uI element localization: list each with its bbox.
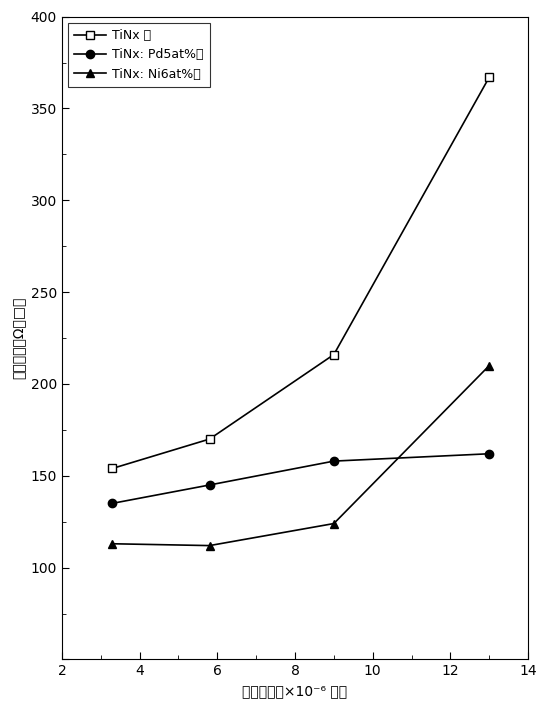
TiNx: Ni6at%膜: (5.8, 112): Ni6at%膜: (5.8, 112) <box>206 542 213 550</box>
Line: TiNx: Ni6at%膜: TiNx: Ni6at%膜 <box>109 362 493 549</box>
X-axis label: 残留気圧（×10⁻⁶ 毛）: 残留気圧（×10⁻⁶ 毛） <box>242 684 347 698</box>
TiNx 膜 <box>206 435 213 443</box>
TiNx 膜 <box>109 464 116 473</box>
Line: TiNx: Pd5at%膜: TiNx: Pd5at%膜 <box>109 450 493 508</box>
Line: TiNx 膜: TiNx 膜 <box>109 73 493 473</box>
Legend: TiNx 膜, TiNx: Pd5at%膜, TiNx: Ni6at%膜: TiNx 膜, TiNx: Pd5at%膜, TiNx: Ni6at%膜 <box>68 23 210 87</box>
TiNx: Ni6at%膜: (13, 210): Ni6at%膜: (13, 210) <box>486 362 493 370</box>
TiNx: Pd5at%膜: (3.3, 135): Pd5at%膜: (3.3, 135) <box>109 499 116 508</box>
Y-axis label: 表面電阻（Ω／□）: 表面電阻（Ω／□） <box>11 297 25 379</box>
TiNx: Pd5at%膜: (9, 158): Pd5at%膜: (9, 158) <box>330 457 337 465</box>
TiNx 膜 <box>486 73 493 82</box>
TiNx 膜 <box>330 350 337 359</box>
TiNx: Ni6at%膜: (3.3, 113): Ni6at%膜: (3.3, 113) <box>109 540 116 548</box>
TiNx: Pd5at%膜: (13, 162): Pd5at%膜: (13, 162) <box>486 450 493 458</box>
TiNx: Ni6at%膜: (9, 124): Ni6at%膜: (9, 124) <box>330 519 337 527</box>
TiNx: Pd5at%膜: (5.8, 145): Pd5at%膜: (5.8, 145) <box>206 481 213 489</box>
